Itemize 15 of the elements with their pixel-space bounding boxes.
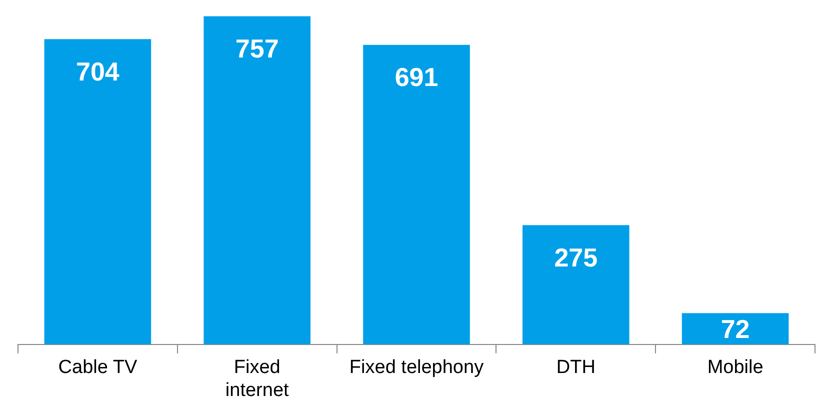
bar bbox=[363, 44, 470, 344]
x-tick-label: Mobile bbox=[707, 357, 764, 378]
data-label: 691 bbox=[394, 62, 438, 92]
x-tick-label: DTH bbox=[556, 357, 596, 378]
bar bbox=[682, 313, 789, 344]
data-label: 275 bbox=[554, 242, 598, 272]
data-label: 757 bbox=[235, 33, 279, 64]
x-tick-label: Fixed internet bbox=[225, 357, 290, 401]
bar bbox=[204, 16, 310, 344]
data-label: 72 bbox=[720, 314, 750, 344]
bar bbox=[44, 39, 152, 344]
x-tick-label: Cable TV bbox=[58, 357, 138, 378]
bar bbox=[522, 225, 630, 344]
x-tick-label: Fixed telephony bbox=[349, 357, 484, 378]
data-label: 704 bbox=[76, 56, 120, 86]
